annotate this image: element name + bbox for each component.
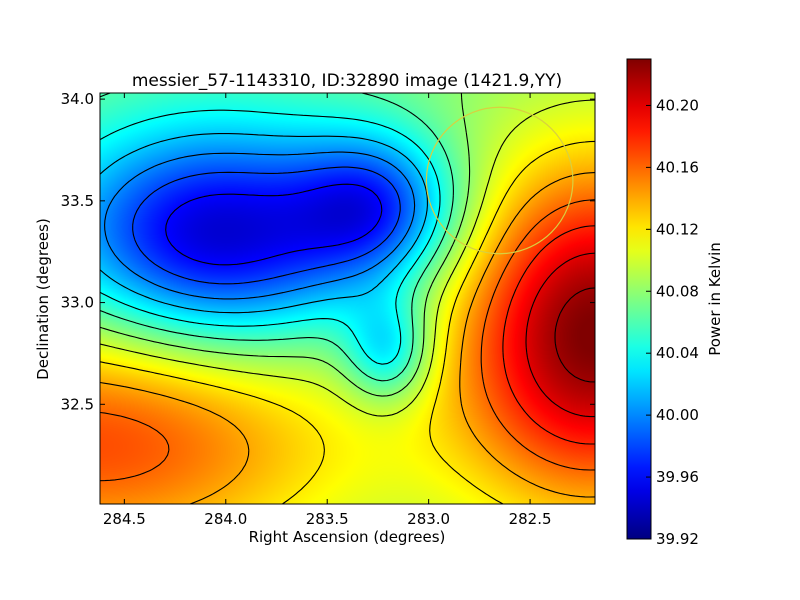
colorbar-tick-label: 39.92: [656, 530, 699, 548]
x-axis-ticks: 284.5 284.0 283.5 283.0 282.5: [103, 93, 552, 528]
x-tick-label: 283.0: [407, 510, 450, 528]
y-axis-ticks: 32.5 33.0 33.5 34.0: [61, 90, 595, 413]
colorbar-tick-label: 40.00: [656, 406, 699, 424]
colorbar-ticks: 39.92 39.96 40.00 40.04 40.08 40.12 40.16 40.20: [646, 96, 699, 548]
x-tick-label: 284.0: [204, 510, 247, 528]
heatmap-area: [100, 93, 595, 504]
colorbar-label: Power in Kelvin: [706, 242, 724, 356]
contour-lines: [100, 93, 595, 504]
y-tick-label: 34.0: [61, 90, 94, 108]
beam-circle: [425, 106, 574, 255]
colorbar: [626, 58, 652, 540]
colorbar-tick-label: 40.04: [656, 344, 699, 362]
colorbar-tick-label: 40.16: [656, 158, 699, 176]
x-tick-label: 283.5: [306, 510, 349, 528]
y-axis-label: Declination (degrees): [34, 218, 52, 380]
y-tick-label: 33.5: [61, 192, 94, 210]
colorbar-tick-label: 40.08: [656, 282, 699, 300]
x-tick-label: 284.5: [103, 510, 146, 528]
colorbar-tick-label: 40.12: [656, 220, 699, 238]
y-tick-label: 32.5: [61, 395, 94, 413]
x-axis-label: Right Ascension (degrees): [249, 528, 446, 546]
x-tick-label: 282.5: [509, 510, 552, 528]
colorbar-tick-label: 40.20: [656, 96, 699, 114]
colorbar-tick-label: 39.96: [656, 468, 699, 486]
contour-path: [100, 93, 595, 504]
y-tick-label: 33.0: [61, 294, 94, 312]
plot-frame: [99, 92, 596, 505]
chart-title: messier_57-1143310, ID:32890 image (1421…: [132, 71, 562, 91]
